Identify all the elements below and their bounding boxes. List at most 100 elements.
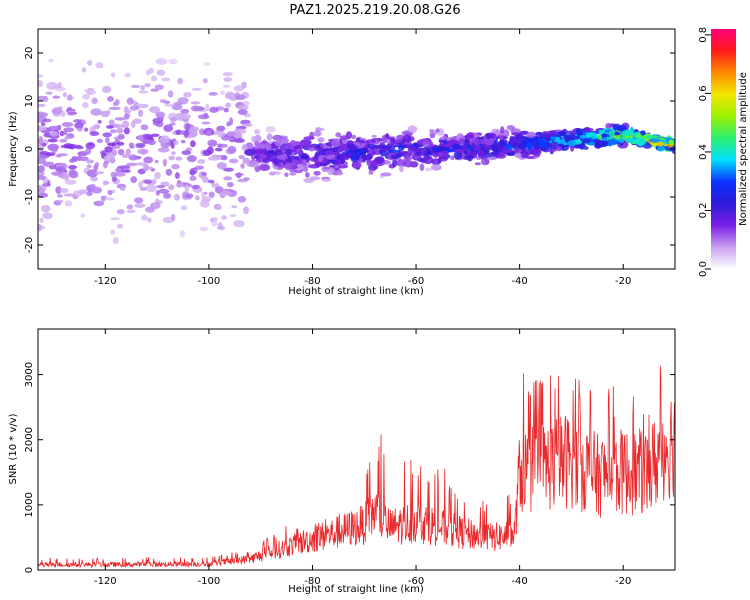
heatmap-cell	[442, 139, 448, 145]
heatmap-cell	[371, 145, 381, 151]
x-tick-label: -100	[198, 276, 221, 287]
heatmap-cell	[115, 124, 126, 128]
heatmap-cell	[110, 217, 121, 221]
heatmap-cell	[126, 209, 136, 214]
heatmap-cell	[514, 152, 522, 158]
heatmap-cell	[335, 132, 342, 138]
heatmap-cell	[168, 58, 178, 65]
heatmap-cell	[91, 97, 98, 105]
heatmap-cell	[334, 164, 340, 169]
heatmap-cell	[390, 154, 400, 160]
heatmap-cell	[258, 164, 271, 172]
heatmap-cell	[466, 154, 473, 162]
y-tick-label: 10	[24, 95, 35, 108]
heatmap-cell	[302, 159, 307, 167]
heatmap-cell	[109, 129, 117, 134]
heatmap-cell	[430, 164, 442, 171]
heatmap-cell	[140, 85, 145, 91]
heatmap-cell	[67, 111, 78, 115]
heatmap-cell	[234, 138, 245, 143]
heatmap-cell	[223, 107, 229, 113]
heatmap-cell	[189, 169, 196, 176]
heatmap-cell	[86, 164, 92, 169]
heatmap-cell	[276, 154, 288, 160]
y-tick-label: 0	[24, 567, 35, 573]
heatmap-cell	[154, 171, 161, 180]
heatmap-cell	[519, 150, 529, 159]
heatmap-cell	[432, 146, 441, 153]
heatmap-cell	[322, 157, 329, 164]
heatmap-cell	[299, 139, 308, 148]
heatmap-cell	[86, 191, 93, 197]
heatmap-cell	[550, 135, 556, 141]
heatmap-cell	[366, 160, 371, 166]
heatmap-cell	[202, 176, 209, 183]
heatmap-cell	[167, 90, 174, 98]
heatmap-cell	[394, 139, 403, 143]
heatmap-cell	[452, 143, 462, 150]
heatmap-cell	[316, 127, 325, 131]
heatmap-cell	[254, 140, 260, 147]
y-tick-label: -20	[24, 237, 35, 253]
heatmap-cell	[64, 135, 71, 140]
heatmap-cell	[227, 145, 237, 154]
heatmap-cell	[114, 117, 126, 121]
heatmap-cell	[551, 148, 557, 152]
heatmap-cell	[266, 133, 273, 141]
heatmap-cell	[140, 124, 149, 131]
heatmap-cell	[143, 163, 149, 172]
heatmap-cell	[78, 156, 89, 162]
heatmap-cell	[134, 197, 144, 204]
heatmap-cell	[351, 161, 361, 169]
colorbar	[711, 29, 736, 269]
heatmap-cell	[156, 69, 166, 76]
heatmap-cell	[339, 145, 349, 151]
heatmap-cell	[199, 128, 206, 136]
heatmap-cell	[419, 163, 425, 171]
heatmap-cell	[104, 137, 110, 144]
heatmap-cell	[171, 213, 176, 221]
heatmap-cell	[185, 193, 194, 199]
heatmap-cell	[41, 143, 47, 147]
heatmap-cell	[142, 133, 150, 139]
heatmap-cell	[190, 101, 201, 105]
heatmap-cell	[163, 124, 174, 132]
heatmap-cell	[38, 124, 42, 132]
heatmap-cell	[97, 120, 102, 124]
colorbar-tick-label: 0.0	[698, 261, 709, 277]
heatmap-cell	[533, 136, 539, 143]
heatmap-cell	[61, 122, 74, 127]
heatmap-cell	[289, 172, 297, 176]
heatmap-cell	[63, 193, 76, 197]
heatmap-cell	[48, 58, 54, 63]
heatmap-cell	[38, 175, 47, 180]
heatmap-cell	[624, 132, 631, 136]
heatmap-cell	[313, 170, 321, 176]
heatmap-cell	[222, 72, 233, 77]
heatmap-cell	[46, 81, 58, 90]
heatmap-cell	[49, 130, 59, 137]
x-tick-label: -40	[511, 276, 527, 287]
colorbar-tick-label: 0.2	[698, 203, 709, 219]
heatmap-cell	[275, 148, 283, 153]
chart-title: PAZ1.2025.219.20.08.G26	[289, 3, 460, 18]
heatmap-cell	[480, 158, 490, 166]
heatmap-cell	[103, 161, 108, 169]
heatmap-cell	[556, 146, 563, 152]
heatmap-cell	[223, 167, 234, 172]
heatmap-cell	[226, 131, 237, 137]
heatmap-cell	[38, 135, 43, 143]
heatmap-cell	[570, 132, 576, 137]
heatmap-cell	[69, 158, 75, 163]
heatmap-cell	[56, 194, 64, 198]
heatmap-cell	[244, 148, 256, 156]
heatmap-cell	[492, 145, 497, 152]
heatmap-cell	[305, 172, 310, 178]
heatmap-cell	[498, 135, 504, 140]
heatmap-cell	[533, 152, 541, 158]
heatmap-x-label: Height of straight line (km)	[288, 286, 424, 297]
snr-y-label: SNR (10 * v/v)	[8, 413, 19, 484]
heatmap-cell	[73, 119, 82, 123]
heatmap-cell	[487, 156, 498, 161]
heatmap-cell	[125, 148, 131, 156]
